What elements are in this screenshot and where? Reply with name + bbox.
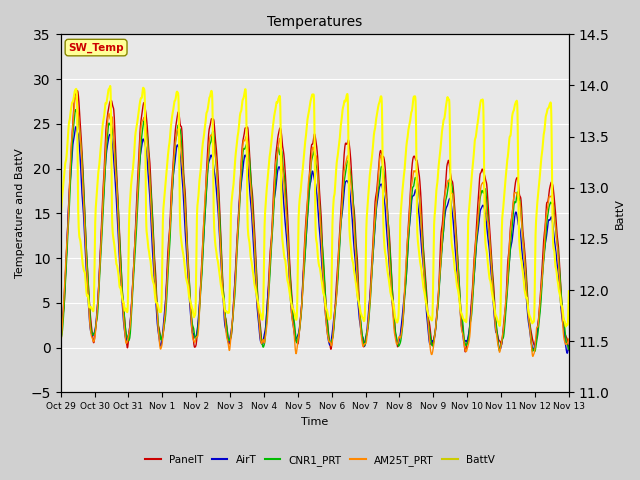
- Y-axis label: BattV: BattV: [615, 198, 625, 229]
- Y-axis label: Temperature and BattV: Temperature and BattV: [15, 148, 25, 278]
- X-axis label: Time: Time: [301, 417, 328, 427]
- Title: Temperatures: Temperatures: [267, 15, 362, 29]
- Legend: PanelT, AirT, CNR1_PRT, AM25T_PRT, BattV: PanelT, AirT, CNR1_PRT, AM25T_PRT, BattV: [141, 451, 499, 470]
- Text: SW_Temp: SW_Temp: [68, 42, 124, 53]
